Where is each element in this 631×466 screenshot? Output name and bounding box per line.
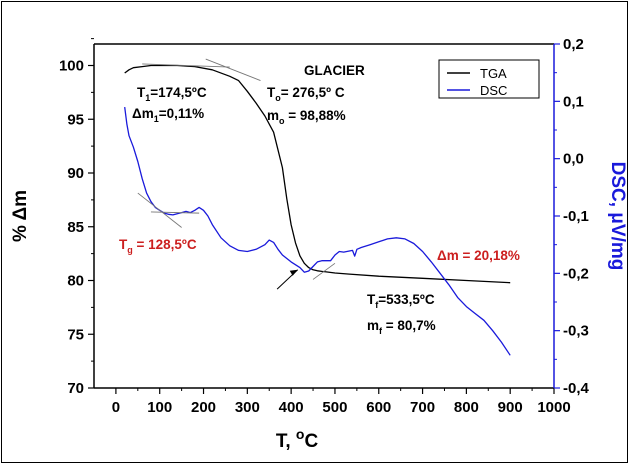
legend-box bbox=[438, 59, 540, 99]
x-tick-label: 700 bbox=[410, 399, 435, 416]
annotation-mf-sub: f bbox=[379, 326, 383, 336]
x-tick-label: 1000 bbox=[537, 399, 570, 416]
annotation-dm1-value: =0,11% bbox=[159, 106, 204, 121]
y-left-tick-label: 75 bbox=[67, 326, 84, 343]
y-right-axis-title: DSC, μV/mg bbox=[607, 162, 628, 271]
annotation-t1-value: =174,5ºC bbox=[150, 85, 207, 100]
tga-baseline-tangent bbox=[142, 63, 230, 68]
x-tick-label: 400 bbox=[279, 399, 304, 416]
series-tga-line bbox=[124, 64, 511, 284]
annotation-mf-main: m bbox=[367, 318, 379, 333]
annotation-tf-value: =533,5ºC bbox=[378, 292, 435, 307]
annotation-mo-main: m bbox=[267, 108, 279, 123]
y-right-tick-label: -0,2 bbox=[563, 265, 589, 282]
y-right-tick-label: -0,1 bbox=[563, 208, 589, 225]
annotation-to-main: T bbox=[267, 85, 276, 100]
y-right-tick-label: 0,1 bbox=[563, 93, 584, 110]
annotation-tf-sub: f bbox=[375, 300, 379, 310]
annotation-mf-value: = 80,7% bbox=[382, 318, 436, 333]
annotation-dm1-sub: 1 bbox=[154, 114, 159, 124]
annotation-to-sub: o bbox=[275, 93, 281, 103]
tga-end-tangent bbox=[312, 262, 336, 280]
x-tick-label: 800 bbox=[454, 399, 479, 416]
annotation-tf: Tf=533,5ºC bbox=[367, 292, 435, 310]
dsc-glass-tangent-b bbox=[150, 211, 200, 214]
dsc-glass-tangent-a bbox=[137, 192, 182, 228]
annotation-mf: mf = 80,7% bbox=[367, 318, 436, 336]
chart-title: GLACIER bbox=[304, 63, 365, 78]
legend-label-tga: TGA bbox=[480, 66, 507, 81]
tga-onset-tangent bbox=[205, 58, 261, 81]
y-right-tick-label: 0,0 bbox=[563, 151, 584, 168]
x-tick-label: 0 bbox=[112, 399, 120, 416]
y-left-tick-label: 70 bbox=[67, 380, 84, 397]
x-tick-label: 200 bbox=[191, 399, 216, 416]
y-right-tick-label: -0,3 bbox=[563, 323, 589, 340]
annotation-dm: Δm = 20,18% bbox=[437, 248, 520, 263]
annotation-tg-sub: g bbox=[127, 245, 133, 255]
y-left-tick-label: 100 bbox=[59, 58, 84, 75]
x-axis-title: T, oC bbox=[276, 426, 319, 452]
annotation-tg-value: = 128,5ºC bbox=[133, 237, 197, 252]
x-tick-label: 600 bbox=[366, 399, 391, 416]
annotation-mo: mo = 98,88% bbox=[267, 108, 346, 126]
x-tick-label: 900 bbox=[498, 399, 523, 416]
annotation-tg: Tg = 128,5ºC bbox=[119, 237, 197, 255]
y-left-tick-label: 80 bbox=[67, 273, 84, 290]
x-axis-title-text: T, bbox=[276, 431, 296, 452]
annotation-mo-value: = 98,88% bbox=[285, 108, 346, 123]
annotation-dm1: Δm1=0,11% bbox=[132, 106, 204, 124]
annotation-mo-sub: o bbox=[279, 116, 285, 126]
x-tick-label: 500 bbox=[322, 399, 347, 416]
tf-pointer-arrowhead bbox=[289, 269, 298, 276]
y-left-tick-label: 90 bbox=[67, 165, 84, 182]
x-axis-title-degree: o bbox=[296, 426, 305, 442]
annotation-to-value: = 276,5º C bbox=[281, 85, 345, 100]
x-axis-title-unit: C bbox=[304, 431, 318, 452]
x-tick-label: 300 bbox=[235, 399, 260, 416]
y-left-tick-label: 85 bbox=[67, 219, 84, 236]
annotation-t1-sub: 1 bbox=[145, 93, 150, 103]
y-left-tick-label: 95 bbox=[67, 111, 84, 128]
y-left-axis-title: % Δm bbox=[10, 190, 31, 242]
annotation-dm1-main: Δm bbox=[132, 106, 154, 121]
legend-label-dsc: DSC bbox=[480, 83, 507, 98]
annotation-tf-main: T bbox=[367, 292, 376, 307]
annotation-t1-main: T bbox=[137, 85, 146, 100]
y-right-tick-label: -0,4 bbox=[563, 380, 590, 397]
series-dsc-line bbox=[124, 107, 511, 356]
x-tick-label: 100 bbox=[147, 399, 172, 416]
annotation-to: To= 276,5º C bbox=[267, 85, 345, 103]
y-right-tick-label: 0,2 bbox=[563, 36, 584, 53]
annotation-t1: T1=174,5ºC bbox=[137, 85, 207, 103]
annotation-tg-main: T bbox=[119, 237, 128, 252]
